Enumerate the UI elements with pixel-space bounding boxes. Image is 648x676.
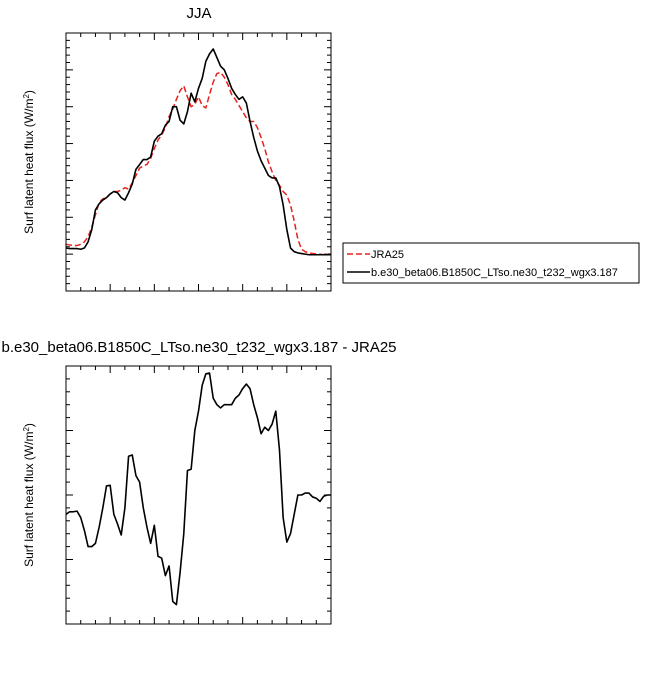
y-axis-label-superscript: 2: [22, 94, 31, 99]
panel-difference: b.e30_beta06.B1850C_LTso.ne30_t232_wgx3.…: [1, 339, 397, 625]
legend-label: b.e30_beta06.B1850C_LTso.ne30_t232_wgx3.…: [371, 267, 618, 279]
y-axis-label-superscript: 2: [22, 427, 31, 432]
series-line-jra25: [66, 71, 331, 256]
legend-label: JRA25: [371, 249, 404, 261]
y-axis-label-end: ): [22, 90, 36, 94]
chart-title: JJA: [186, 5, 211, 22]
y-axis-label: Surf latent heat flux (W/m2): [22, 90, 37, 234]
y-axis-label-text: Surf latent heat flux (W/m: [22, 432, 36, 567]
plot-frame: [65, 32, 332, 292]
y-axis-label-text: Surf latent heat flux (W/m: [22, 99, 36, 234]
panel-seasonal-latent-heat-flux: JJA Surf latent heat flux (W/m2) JRA25 b.e…: [22, 5, 640, 292]
series-line-b-e30-beta06-b1850c-ltso-ne30-t232-wgx3-187: [66, 48, 331, 256]
series-line-difference: [66, 372, 331, 606]
legend-box: [342, 242, 640, 284]
y-axis-label: Surf latent heat flux (W/m2): [22, 423, 37, 567]
y-axis-label-end: ): [22, 423, 36, 427]
chart-title: b.e30_beta06.B1850C_LTso.ne30_t232_wgx3.…: [1, 339, 396, 356]
legend: JRA25 b.e30_beta06.B1850C_LTso.ne30_t232_…: [342, 242, 640, 284]
